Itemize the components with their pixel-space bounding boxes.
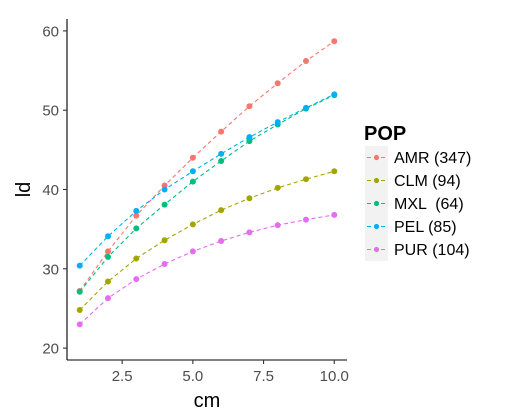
data-point <box>331 38 338 45</box>
legend: POP AMR (347) CLM (94) MXL (64) PEL (85) PUR… <box>364 123 471 261</box>
data-point <box>246 229 253 236</box>
data-point <box>218 128 225 135</box>
x-tick-label: 7.5 <box>253 368 274 385</box>
legend-entry: MXL (64) <box>365 192 464 215</box>
data-point <box>133 276 140 283</box>
data-point <box>133 255 140 262</box>
legend-key-point <box>373 246 380 253</box>
legend-label: AMR (347) <box>394 150 471 167</box>
series <box>76 92 338 295</box>
series-line <box>79 40 335 292</box>
data-point <box>302 58 309 65</box>
legend-entry: PUR (104) <box>365 238 470 261</box>
series <box>76 91 338 269</box>
data-point <box>105 233 112 240</box>
legend-label: PUR (104) <box>394 242 470 259</box>
legend-label: CLM (94) <box>394 173 461 190</box>
legend-entry: AMR (347) <box>365 146 471 169</box>
plot-panel: 2.5 5.0 7.5 10.0 20 30 40 50 60 <box>42 19 349 385</box>
data-point <box>189 248 196 255</box>
legend-key-point <box>373 177 380 184</box>
data-point <box>133 212 140 219</box>
data-point <box>76 321 83 328</box>
data-point <box>105 253 112 260</box>
x-tick-label: 10.0 <box>320 368 349 385</box>
series-layer <box>76 38 338 328</box>
x-axis-title: cm <box>194 390 221 412</box>
legend-entry: PEL (85) <box>365 215 457 238</box>
data-point <box>76 262 83 269</box>
data-point <box>133 225 140 232</box>
data-point <box>189 154 196 161</box>
data-point <box>161 186 168 193</box>
data-point <box>189 221 196 228</box>
data-point <box>76 288 83 295</box>
data-point <box>161 201 168 208</box>
legend-label: PEL (85) <box>394 219 457 236</box>
y-tick-label: 20 <box>42 341 59 358</box>
data-point <box>274 222 281 229</box>
data-point <box>218 238 225 245</box>
data-point <box>331 211 338 218</box>
series-line <box>79 93 335 267</box>
x-tick-label: 2.5 <box>112 368 133 385</box>
data-point <box>246 103 253 110</box>
data-point <box>274 80 281 87</box>
data-point <box>105 278 112 285</box>
y-tick-label: 40 <box>42 182 59 199</box>
data-point <box>274 119 281 126</box>
x-tick-label: 5.0 <box>182 368 203 385</box>
legend-title: POP <box>364 123 406 145</box>
y-tick-label: 60 <box>42 23 59 40</box>
legend-key-point <box>373 223 380 230</box>
data-point <box>161 261 168 268</box>
series <box>76 211 338 328</box>
series-line <box>79 214 335 325</box>
data-point <box>331 168 338 175</box>
data-point <box>246 134 253 141</box>
data-point <box>189 178 196 185</box>
legend-entries: AMR (347) CLM (94) MXL (64) PEL (85) PUR (10… <box>365 146 471 261</box>
data-point <box>161 237 168 244</box>
series <box>76 38 338 295</box>
data-point <box>76 307 83 314</box>
data-point <box>274 184 281 191</box>
legend-key-point <box>373 154 380 161</box>
data-point <box>302 176 309 183</box>
series-line <box>79 170 335 311</box>
legend-label: MXL (64) <box>394 196 464 213</box>
y-tick-label: 30 <box>42 261 59 278</box>
x-axis-ticks: 2.5 5.0 7.5 10.0 <box>112 360 349 385</box>
y-axis-title: ld <box>13 182 35 198</box>
y-axis-ticks: 20 30 40 50 60 <box>42 23 67 358</box>
data-point <box>218 157 225 164</box>
legend-key-point <box>373 200 380 207</box>
data-point <box>302 104 309 111</box>
series <box>76 168 338 314</box>
data-point <box>105 248 112 255</box>
data-point <box>133 207 140 214</box>
data-point <box>218 207 225 214</box>
legend-entry: CLM (94) <box>365 169 461 192</box>
data-point <box>189 168 196 175</box>
y-tick-label: 50 <box>42 103 59 120</box>
data-point <box>331 91 338 98</box>
series-line <box>79 94 335 293</box>
data-point <box>218 150 225 157</box>
data-point <box>302 216 309 223</box>
data-point <box>246 195 253 202</box>
data-point <box>105 295 112 302</box>
